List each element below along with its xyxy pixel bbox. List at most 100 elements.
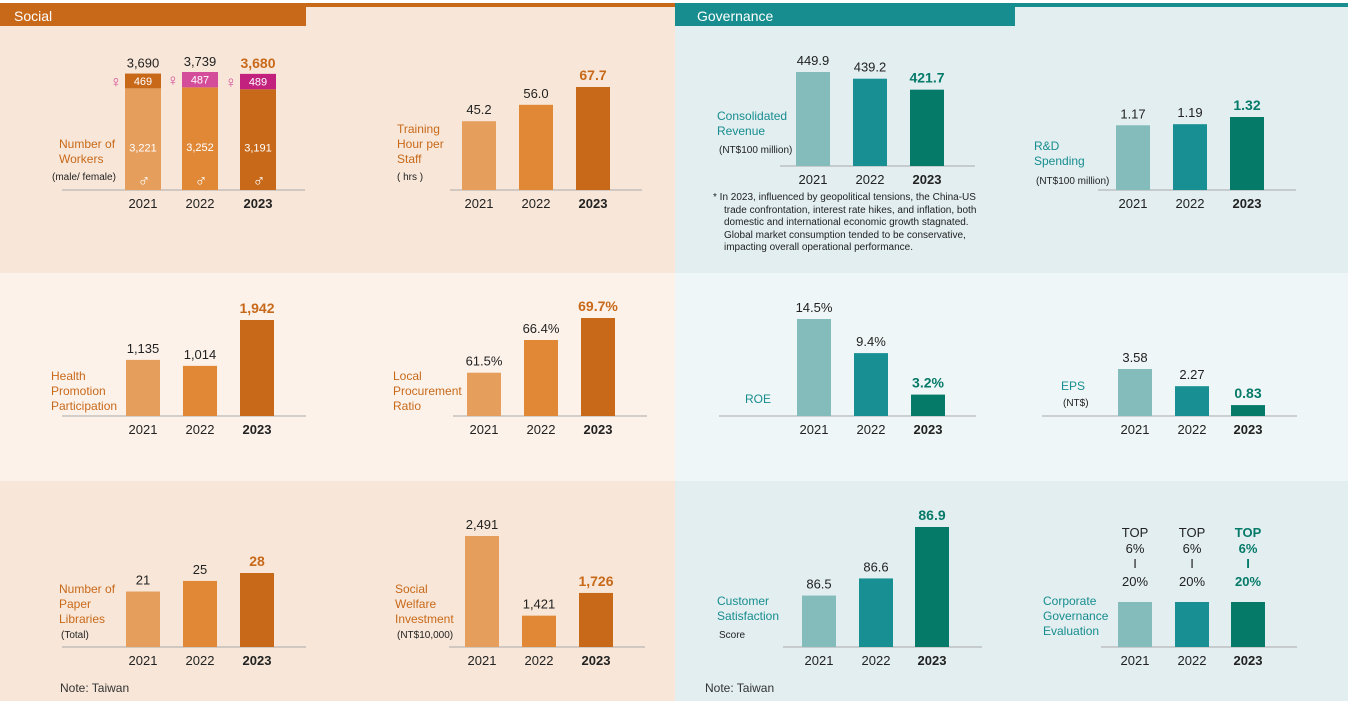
male-icon: ♂ bbox=[195, 171, 208, 190]
year-tick-label: 2021 bbox=[1119, 196, 1148, 211]
female-bar bbox=[240, 73, 276, 90]
bar bbox=[802, 595, 836, 647]
workers-label: Number of bbox=[59, 137, 116, 151]
year-tick-label: 2023 bbox=[243, 422, 272, 437]
bar-value-label: 20% bbox=[1235, 574, 1261, 589]
bar-value-label: 3.2% bbox=[912, 375, 944, 391]
bar bbox=[240, 573, 274, 647]
total-value-label: 3,680 bbox=[240, 55, 275, 71]
bar-value-label: 45.2 bbox=[466, 102, 491, 117]
bar-value-label: I bbox=[1246, 556, 1250, 571]
social-panel-row2 bbox=[0, 273, 675, 481]
training-unit: ( hrs ) bbox=[397, 172, 423, 183]
bar bbox=[240, 320, 274, 416]
bar bbox=[1173, 124, 1207, 190]
social-header-line bbox=[0, 3, 675, 7]
year-tick-label: 2022 bbox=[525, 653, 554, 668]
footnote-line: impacting overall operational performanc… bbox=[724, 242, 913, 253]
year-tick-label: 2023 bbox=[243, 653, 272, 668]
satisfaction-label: Satisfaction bbox=[717, 609, 779, 623]
bar-value-label: 1.32 bbox=[1233, 97, 1260, 113]
bar-value-label: 66.4% bbox=[523, 321, 560, 336]
bar-value-label: 2.27 bbox=[1179, 367, 1204, 382]
workers-label: Workers bbox=[59, 152, 103, 166]
roe-label: ROE bbox=[745, 392, 771, 406]
bar bbox=[1175, 602, 1209, 647]
libraries-label: Paper bbox=[59, 597, 91, 611]
gov-panel-row3 bbox=[675, 481, 1348, 701]
eps-unit: (NT$) bbox=[1063, 398, 1089, 409]
year-tick-label: 2021 bbox=[1121, 422, 1150, 437]
bar-value-label: 6% bbox=[1183, 541, 1202, 556]
bar-value-label: 86.5 bbox=[806, 577, 831, 592]
social-panel-row1 bbox=[0, 6, 675, 273]
eps-label: EPS bbox=[1061, 379, 1085, 393]
libraries-label: Libraries bbox=[59, 612, 105, 626]
bar bbox=[462, 121, 496, 190]
gov-panel-row2 bbox=[675, 273, 1348, 481]
workers-unit: (male/ female) bbox=[52, 172, 116, 183]
male-value-label: 3,221 bbox=[129, 142, 157, 154]
bar bbox=[183, 365, 217, 416]
governance-header-line bbox=[675, 3, 1348, 7]
bar bbox=[1231, 602, 1265, 647]
bar-value-label: 1,726 bbox=[578, 573, 613, 589]
year-tick-label: 2021 bbox=[805, 653, 834, 668]
year-tick-label: 2023 bbox=[244, 196, 273, 211]
bar bbox=[1231, 405, 1265, 416]
female-value-label: 469 bbox=[134, 76, 152, 88]
health-label: Health bbox=[51, 369, 86, 383]
health-label: Promotion bbox=[51, 384, 106, 398]
bar-value-label: 449.9 bbox=[797, 53, 830, 68]
bar-value-label: 1.17 bbox=[1120, 106, 1145, 121]
bar bbox=[579, 592, 613, 647]
bar bbox=[576, 87, 610, 190]
bar bbox=[519, 104, 553, 190]
year-tick-label: 2022 bbox=[1178, 422, 1207, 437]
bar-value-label: TOP bbox=[1122, 525, 1149, 540]
bar bbox=[1116, 125, 1150, 190]
year-tick-label: 2022 bbox=[186, 422, 215, 437]
cg_eval-label: Governance bbox=[1043, 609, 1109, 623]
female-value-label: 489 bbox=[249, 77, 267, 89]
bar-value-label: 20% bbox=[1179, 574, 1205, 589]
bar-value-label: TOP bbox=[1179, 525, 1206, 540]
bar bbox=[859, 578, 893, 647]
year-tick-label: 2022 bbox=[857, 422, 886, 437]
bar bbox=[465, 536, 499, 647]
training-label: Training bbox=[397, 122, 440, 136]
satisfaction-label: Customer bbox=[717, 594, 769, 608]
bar bbox=[581, 318, 615, 416]
bar-value-label: 20% bbox=[1122, 574, 1148, 589]
bar bbox=[126, 359, 160, 416]
male-bar bbox=[182, 87, 218, 190]
bar-value-label: 67.7 bbox=[579, 67, 606, 83]
procurement-label: Ratio bbox=[393, 399, 421, 413]
year-tick-label: 2021 bbox=[465, 196, 494, 211]
female-bar bbox=[125, 73, 161, 89]
year-tick-label: 2021 bbox=[799, 172, 828, 187]
footnote-line: domestic and international economic grow… bbox=[724, 217, 969, 228]
bar-value-label: TOP bbox=[1235, 525, 1262, 540]
bar bbox=[853, 78, 887, 166]
governance-header: Governance bbox=[675, 6, 1015, 26]
year-tick-label: 2021 bbox=[1121, 653, 1150, 668]
bar bbox=[467, 372, 501, 416]
female-icon: ♀ bbox=[110, 74, 122, 91]
revenue-label: Revenue bbox=[717, 124, 765, 138]
year-tick-label: 2023 bbox=[913, 172, 942, 187]
year-tick-label: 2023 bbox=[582, 653, 611, 668]
bar-value-label: 1,421 bbox=[523, 597, 556, 612]
bar-value-label: 2,491 bbox=[466, 517, 499, 532]
year-tick-label: 2022 bbox=[186, 653, 215, 668]
male-bar bbox=[240, 89, 276, 190]
libraries-unit: (Total) bbox=[61, 630, 89, 641]
bar-value-label: 21 bbox=[136, 573, 150, 588]
training-label: Staff bbox=[397, 152, 422, 166]
bar bbox=[915, 527, 949, 647]
female-icon: ♀ bbox=[225, 75, 237, 92]
bar bbox=[524, 340, 558, 416]
footnote-line: Global market consumption tended to be c… bbox=[724, 229, 966, 241]
bar-value-label: I bbox=[1190, 556, 1194, 571]
satisfaction-unit: Score bbox=[719, 630, 746, 641]
